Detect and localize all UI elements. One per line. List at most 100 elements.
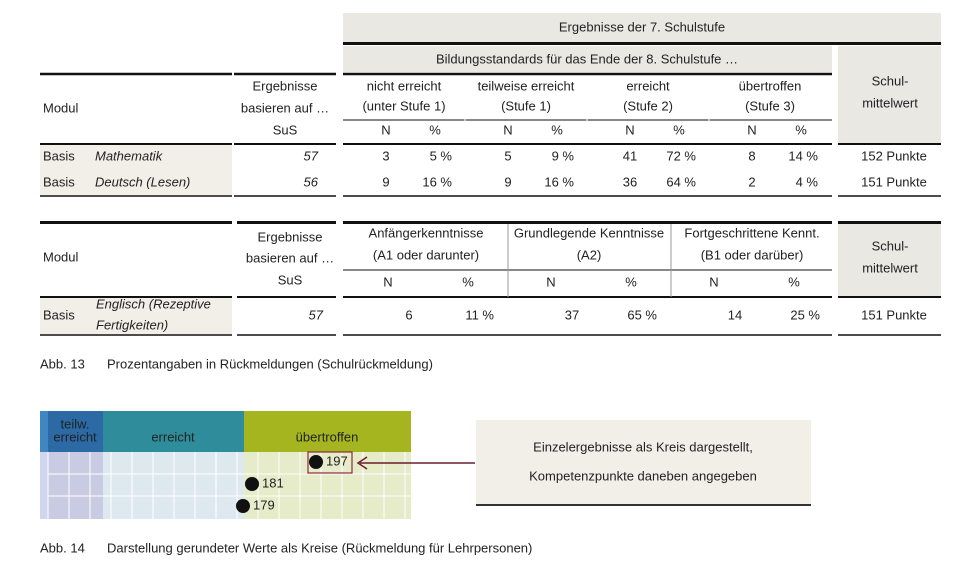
cell-text: Grundlegende Kenntnisse xyxy=(514,225,664,240)
cell-text: 151 Punkte xyxy=(861,174,927,189)
point xyxy=(309,455,323,469)
cell-text: teilweise erreicht xyxy=(478,78,575,93)
cell-text: N xyxy=(747,122,756,137)
cell-bg xyxy=(40,145,232,195)
cell-text: Schul- xyxy=(872,238,909,253)
cell-text: SuS xyxy=(278,272,303,287)
cell-text: Modul xyxy=(43,249,79,264)
caption-label: Abb. 13 xyxy=(40,356,85,371)
cell-text: % xyxy=(795,122,807,137)
caption-text: Prozentangaben in Rückmeldungen (Schulrü… xyxy=(107,356,433,371)
cell-text: (B1 oder darüber) xyxy=(701,247,804,262)
cell-text: übertroffen xyxy=(296,429,359,444)
cell-text: Basis xyxy=(43,307,75,322)
cell-text: Englisch (Rezeptive xyxy=(96,296,211,311)
cell-text: 5 % xyxy=(430,148,453,163)
caption-text: Darstellung gerundeter Werte als Kreise … xyxy=(107,540,532,555)
band xyxy=(40,452,48,519)
band xyxy=(103,411,244,452)
cell-bg xyxy=(40,298,232,334)
cell-text: Mathematik xyxy=(95,148,164,163)
cell-text: (unter Stufe 1) xyxy=(362,98,445,113)
cell-text: SuS xyxy=(273,122,298,137)
cell-text: N xyxy=(625,122,634,137)
point-label: 181 xyxy=(262,475,284,490)
cell-text: 14 % xyxy=(788,148,818,163)
cell-text: erreicht xyxy=(151,429,195,444)
cell-text: % xyxy=(429,122,441,137)
cell-text: 64 % xyxy=(666,174,696,189)
cell-text: % xyxy=(551,122,563,137)
band xyxy=(48,452,103,519)
cell-text: basieren auf … xyxy=(241,100,329,115)
cell-text: 2 xyxy=(748,174,755,189)
highlight-box xyxy=(307,451,353,474)
table-title: Ergebnisse der 7. Schulstufe xyxy=(559,19,725,34)
cell-text: nicht erreicht xyxy=(367,78,442,93)
cell-text: mittelwert xyxy=(862,95,918,110)
cell-text: Deutsch (Lesen) xyxy=(95,174,190,189)
cell-text: (Stufe 3) xyxy=(745,98,795,113)
cell-text: Basis xyxy=(43,148,75,163)
cell-text: erreicht xyxy=(53,429,97,444)
point-label: 197 xyxy=(326,453,348,468)
cell-text: % xyxy=(673,122,685,137)
cell-text: N xyxy=(381,122,390,137)
cell-text: 57 xyxy=(309,307,324,322)
cell-text: 9 % xyxy=(552,148,575,163)
cell-text: 41 xyxy=(623,148,637,163)
cell-text: Fertigkeiten) xyxy=(96,317,168,332)
cell-text: teilw. xyxy=(61,416,90,431)
cell-bg xyxy=(343,13,941,42)
cell-bg xyxy=(838,224,941,296)
cell-text: 72 % xyxy=(666,148,696,163)
cell-text: Schul- xyxy=(872,73,909,88)
cell-text: 16 % xyxy=(544,174,574,189)
cell-text: 14 xyxy=(728,307,742,322)
cell-text: % xyxy=(625,274,637,289)
cell-text: 65 % xyxy=(627,307,657,322)
cell-text: 8 xyxy=(748,148,755,163)
cell-text: 6 xyxy=(405,307,412,322)
cell-text: N xyxy=(709,274,718,289)
cell-text: 151 Punkte xyxy=(861,307,927,322)
cell-text: basieren auf … xyxy=(246,250,334,265)
cell-text: N xyxy=(383,274,392,289)
cell-text: 9 xyxy=(382,174,389,189)
band xyxy=(244,411,411,452)
callout-box xyxy=(476,420,811,505)
cell-text: N xyxy=(503,122,512,137)
callout-text: Einzelergebnisse als Kreis dargestellt, xyxy=(533,439,753,454)
cell-text: Modul xyxy=(43,100,79,115)
cell-text: 9 xyxy=(504,174,511,189)
table-subtitle: Bildungsstandards für das Ende der 8. Sc… xyxy=(436,51,738,66)
cell-bg xyxy=(838,46,941,143)
cell-text: 57 xyxy=(304,148,319,163)
cell-text: 25 % xyxy=(790,307,820,322)
cell-text: übertroffen xyxy=(739,78,802,93)
cell-text: 152 Punkte xyxy=(861,148,927,163)
cell-text: erreicht xyxy=(626,78,670,93)
cell-text: 11 % xyxy=(465,307,494,322)
cell-text: % xyxy=(788,274,800,289)
cell-text: (Stufe 1) xyxy=(501,98,551,113)
cell-text: 16 % xyxy=(422,174,452,189)
cell-text: Ergebnisse xyxy=(252,78,317,93)
point-label: 179 xyxy=(253,497,275,512)
cell-text: 5 xyxy=(504,148,511,163)
cell-text: % xyxy=(462,274,474,289)
cell-text: Basis xyxy=(43,174,75,189)
arrow-head xyxy=(356,456,368,470)
point xyxy=(236,499,250,513)
cell-text: Anfängerkenntnisse xyxy=(369,225,484,240)
cell-text: 3 xyxy=(382,148,389,163)
cell-text: (A1 oder darunter) xyxy=(373,247,479,262)
cell-text: 37 xyxy=(565,307,579,322)
cell-text: Ergebnisse xyxy=(257,229,322,244)
cell-text: N xyxy=(546,274,555,289)
cell-text: Fortgeschrittene Kennt. xyxy=(684,225,819,240)
caption-label: Abb. 14 xyxy=(40,540,85,555)
cell-text: 36 xyxy=(623,174,637,189)
cell-bg xyxy=(343,46,832,72)
